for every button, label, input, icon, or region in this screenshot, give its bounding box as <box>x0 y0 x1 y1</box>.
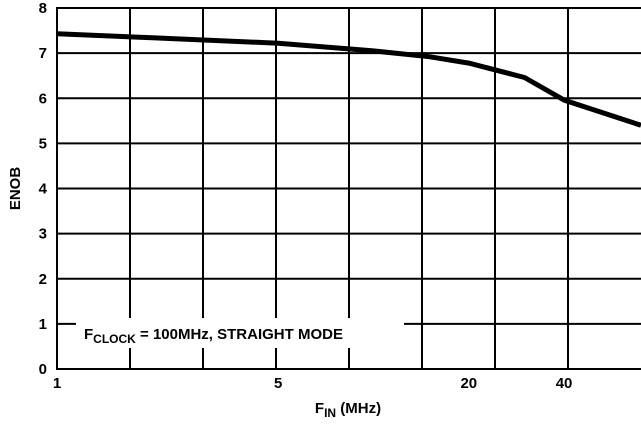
y-tick-label: 5 <box>39 135 47 152</box>
annotation-text: FCLOCK = 100MHz, STRAIGHT MODE <box>84 326 343 346</box>
annotation-rest: = 100MHz, STRAIGHT MODE <box>136 326 343 343</box>
y-tick-labels: 0 1 2 3 4 5 6 7 8 <box>39 0 48 378</box>
y-tick-label: 6 <box>39 90 47 107</box>
x-axis-title-rest: (MHz) <box>336 400 381 417</box>
y-tick-label: 3 <box>39 226 47 243</box>
x-axis-title: FIN (MHz) <box>315 400 381 420</box>
x-tick-label: 1 <box>53 375 61 392</box>
series-line-0 <box>56 31 641 128</box>
series-layer <box>56 31 641 128</box>
y-tick-label: 8 <box>39 0 47 17</box>
annotation-subscript: CLOCK <box>93 332 136 346</box>
annotation-background <box>76 318 404 348</box>
x-tick-labels: 1 5 20 40 <box>53 375 573 392</box>
plot-frame <box>56 7 641 370</box>
annotation-main: F <box>84 326 93 343</box>
y-tick-label: 4 <box>39 181 48 198</box>
x-axis-title-main: F <box>315 400 324 417</box>
y-axis-title: ENOB <box>7 167 24 211</box>
y-tick-label: 1 <box>39 316 47 333</box>
x-tick-label: 40 <box>556 375 573 392</box>
y-tick-label: 2 <box>39 271 47 288</box>
annotation: FCLOCK = 100MHz, STRAIGHT MODE <box>76 318 404 348</box>
x-tick-label: 5 <box>274 375 282 392</box>
x-axis-title-subscript: IN <box>324 406 336 420</box>
y-tick-label: 0 <box>39 361 47 378</box>
gridlines <box>57 7 641 370</box>
x-tick-label: 20 <box>460 375 477 392</box>
y-tick-label: 7 <box>39 45 47 62</box>
